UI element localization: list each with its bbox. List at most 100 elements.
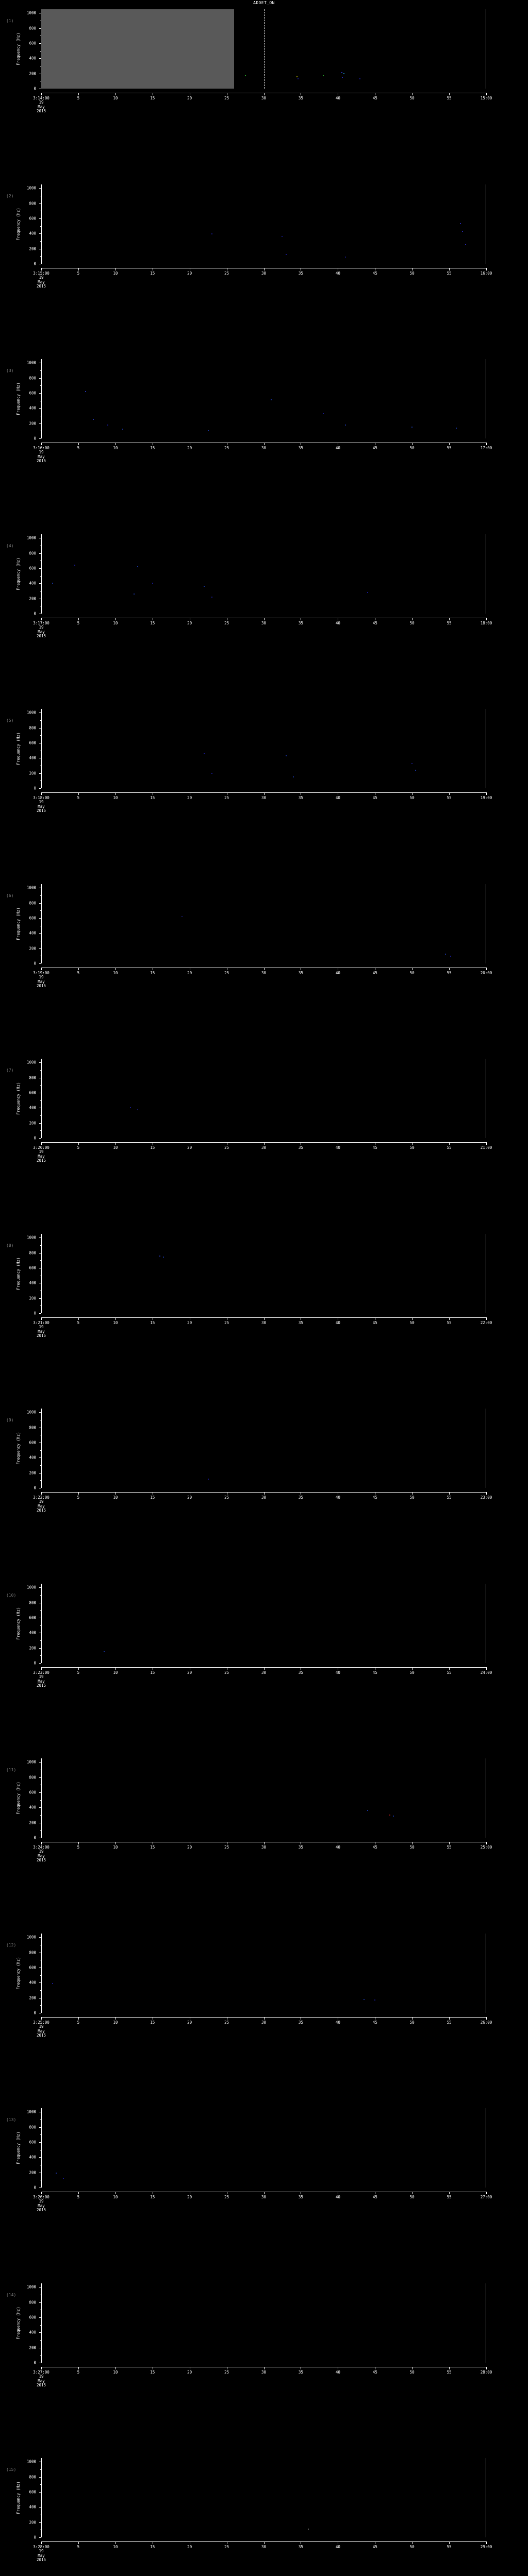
y-tick-mark-minor xyxy=(40,1115,41,1116)
x-tick-label: 16:00 xyxy=(480,271,492,276)
x-axis-date-line: 19 xyxy=(39,2024,44,2029)
y-tick-mark-minor xyxy=(40,2469,41,2470)
y-tick-label: 600 xyxy=(29,1615,36,1620)
plot-area[interactable] xyxy=(41,2458,486,2537)
x-tick-label: 5 xyxy=(77,795,80,800)
y-tick-mark xyxy=(39,2537,41,2538)
plot-area[interactable] xyxy=(41,2283,486,2363)
figure-title: ADDET_ON xyxy=(253,1,275,5)
y-tick-mark-minor xyxy=(40,1465,41,1466)
panel-number-label: (5) xyxy=(6,718,14,723)
x-tick-label: 35 xyxy=(298,971,303,975)
x-tick-label: 5 xyxy=(77,1320,80,1325)
y-tick-label: 400 xyxy=(29,2330,36,2335)
x-tick-mark xyxy=(41,1492,42,1495)
y-tick-mark-minor xyxy=(40,1830,41,1831)
x-tick-label: 30 xyxy=(261,2370,267,2375)
x-axis-date-line: 19 xyxy=(39,2549,44,2553)
plot-area[interactable] xyxy=(41,359,486,438)
x-axis-date-label: 19 May 2015 xyxy=(37,275,46,289)
y-tick-mark-minor xyxy=(40,50,41,52)
x-tick-label: 20 xyxy=(187,1320,192,1325)
x-axis-date-line: 19 xyxy=(39,625,44,630)
data-point xyxy=(244,75,246,77)
plot-area[interactable] xyxy=(41,9,486,89)
plot-area[interactable] xyxy=(41,709,486,788)
y-tick-label: 400 xyxy=(29,1455,36,1460)
plot-area[interactable] xyxy=(41,1234,486,1313)
y-tick-mark xyxy=(39,1807,41,1808)
x-tick-label: 15 xyxy=(150,2020,155,2025)
plot-area[interactable] xyxy=(41,1409,486,1488)
panel-number-label: (10) xyxy=(6,1593,16,1598)
y-tick-mark-minor xyxy=(40,1990,41,1991)
x-tick-label: 45 xyxy=(372,795,377,800)
y-axis-label: Frequency (Hz) xyxy=(16,1957,21,1990)
plot-area[interactable] xyxy=(41,534,486,614)
y-tick-label: 400 xyxy=(29,1630,36,1635)
y-tick-mark-minor xyxy=(40,1130,41,1131)
x-tick-mark xyxy=(486,2017,487,2020)
y-tick-mark-minor xyxy=(40,1595,41,1596)
data-point xyxy=(367,1810,368,1811)
x-tick-label: 30 xyxy=(261,96,267,100)
plot-area[interactable] xyxy=(41,2108,486,2188)
y-tick-label: 400 xyxy=(29,1980,36,1985)
x-tick-mark xyxy=(263,968,265,970)
x-tick-mark xyxy=(263,792,265,795)
x-tick-label: 28:00 xyxy=(480,2370,492,2375)
y-axis: Frequency (Hz) 0 200 400 600 800 1000 xyxy=(0,709,41,791)
plot-area[interactable] xyxy=(41,884,486,963)
panel-number-label: (13) xyxy=(6,2117,16,2122)
y-tick-label: 200 xyxy=(29,1121,36,1126)
x-tick-label: 40 xyxy=(335,1670,340,1675)
x-tick-label: 3:27:00 xyxy=(33,2370,50,2375)
y-tick-mark-minor xyxy=(40,2340,41,2341)
y-tick-label: 600 xyxy=(29,41,36,46)
x-tick-label: 45 xyxy=(372,1845,377,1850)
x-tick-label: 50 xyxy=(409,1320,415,1325)
x-tick-label: 5 xyxy=(77,2545,80,2549)
y-tick-label: 0 xyxy=(34,961,36,966)
x-tick-label: 10 xyxy=(113,1145,118,1150)
y-tick-label: 400 xyxy=(29,231,36,236)
x-tick-label: 50 xyxy=(409,2370,415,2375)
y-tick-label: 600 xyxy=(29,1965,36,1970)
y-tick-mark xyxy=(39,43,41,44)
plot-area[interactable] xyxy=(41,1934,486,2013)
y-tick-label: 600 xyxy=(29,566,36,571)
data-point xyxy=(341,72,342,74)
y-tick-label: 200 xyxy=(29,771,36,776)
y-tick-label: 600 xyxy=(29,916,36,921)
y-tick-label: 0 xyxy=(34,261,36,266)
data-point xyxy=(389,1815,391,1816)
y-tick-mark xyxy=(39,933,41,934)
x-tick-label: 25 xyxy=(224,271,229,276)
x-tick-label: 35 xyxy=(298,1845,303,1850)
y-tick-mark-minor xyxy=(40,1100,41,1101)
plot-area[interactable] xyxy=(41,1059,486,1138)
x-tick-label: 25 xyxy=(224,621,229,625)
y-tick-mark-minor xyxy=(40,1815,41,1816)
y-tick-mark xyxy=(39,2522,41,2523)
data-point xyxy=(207,430,209,431)
x-tick-label: 19:00 xyxy=(480,795,492,800)
plot-area[interactable] xyxy=(41,184,486,264)
y-tick-label: 1000 xyxy=(26,710,36,715)
x-tick-mark xyxy=(41,93,42,95)
y-tick-label: 800 xyxy=(29,2475,36,2480)
y-tick-mark-minor xyxy=(40,910,41,911)
plot-area[interactable] xyxy=(41,1758,486,1838)
x-axis-date-line: 19 xyxy=(39,1499,44,1504)
y-tick-label: 800 xyxy=(29,2300,36,2305)
x-tick-label: 25:00 xyxy=(480,1845,492,1850)
data-point xyxy=(63,2178,64,2179)
x-tick-label: 35 xyxy=(298,446,303,450)
x-tick-label: 30 xyxy=(261,1495,267,1500)
data-point xyxy=(297,78,299,79)
x-tick-label: 20 xyxy=(187,271,192,276)
y-tick-mark xyxy=(39,1123,41,1124)
x-tick-mark xyxy=(263,2541,265,2544)
plot-area[interactable] xyxy=(41,1584,486,1663)
x-axis-date-label: 19 May 2015 xyxy=(37,100,46,114)
